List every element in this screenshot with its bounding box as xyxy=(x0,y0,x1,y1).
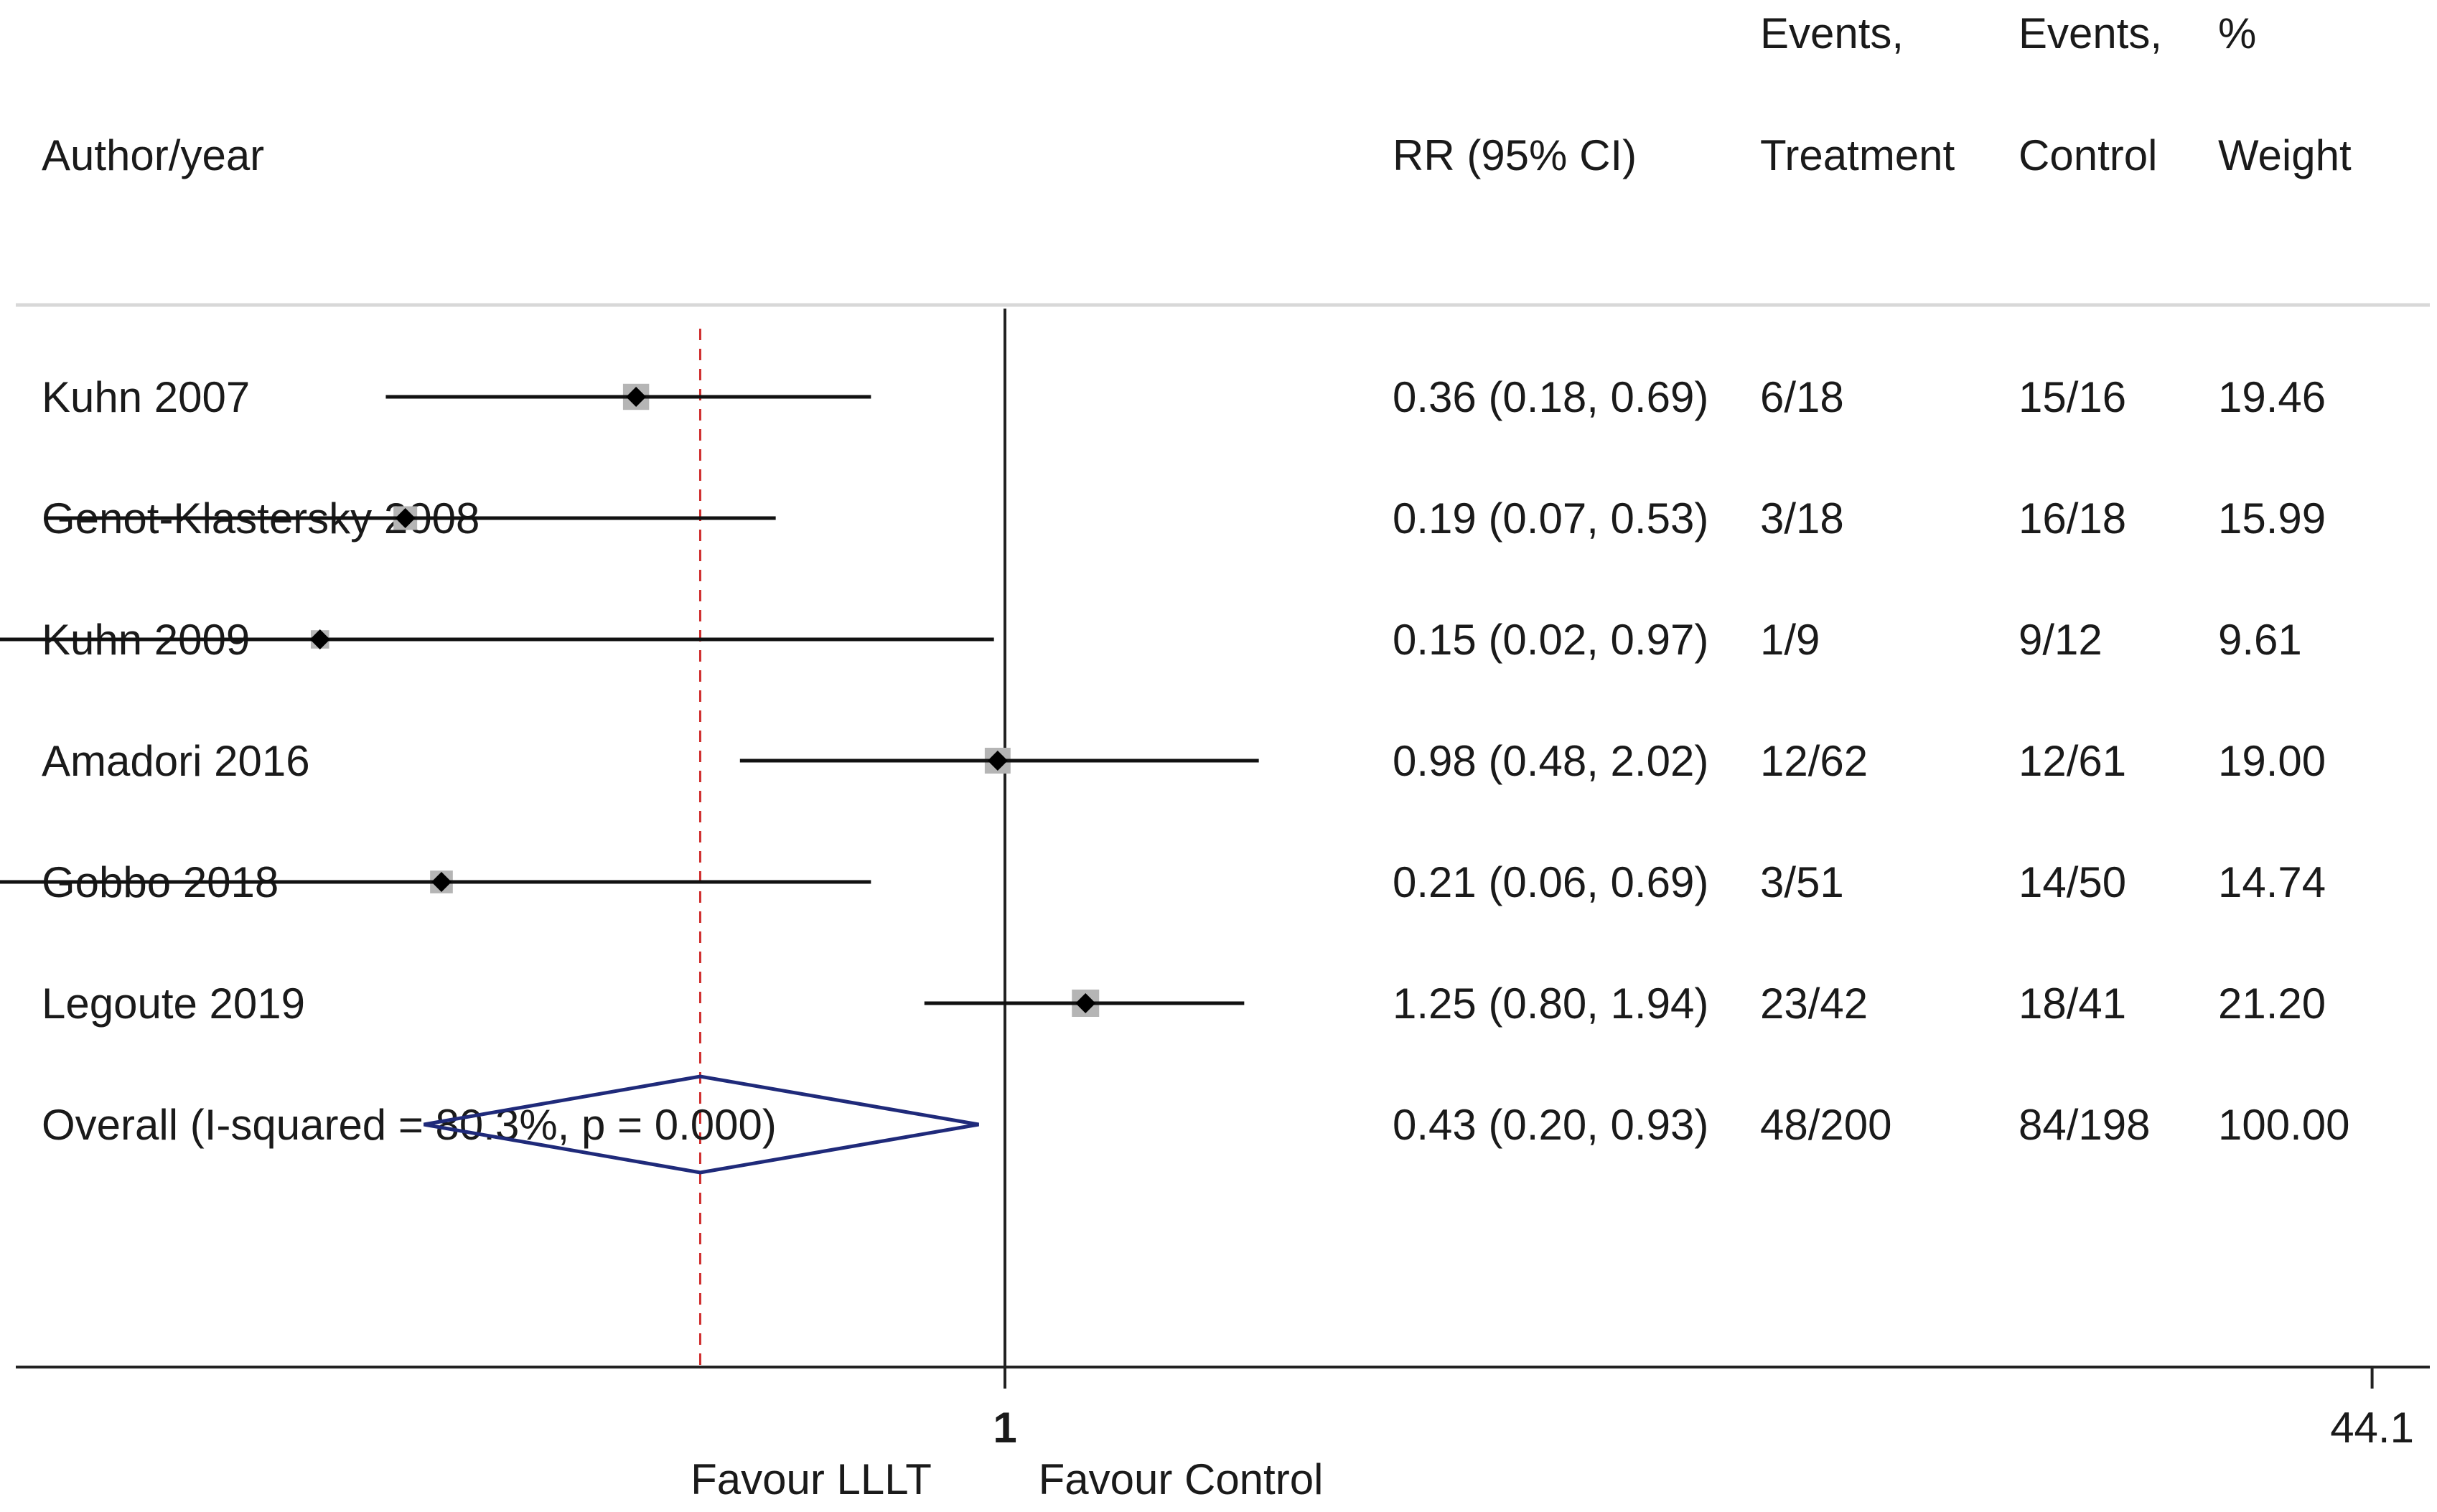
x-tick-label: 44.1 xyxy=(2330,1404,2414,1452)
treatment-events: 6/18 xyxy=(1760,373,1844,421)
x-label-left: Favour LLLT xyxy=(691,1455,932,1503)
control-events: 16/18 xyxy=(2019,494,2126,543)
header-treatment-line1: Events, xyxy=(1760,9,1904,57)
overall-control-events: 84/198 xyxy=(2019,1101,2151,1149)
point-estimate xyxy=(626,387,647,407)
treatment-events: 12/62 xyxy=(1760,737,1868,785)
effect-size-text: 0.21 (0.06, 0.69) xyxy=(1393,858,1708,906)
control-events: 9/12 xyxy=(2019,616,2102,664)
weight-percent: 15.99 xyxy=(2218,494,2326,543)
study-name: Amadori 2016 xyxy=(42,737,310,785)
header-effect: RR (95% CI) xyxy=(1393,131,1637,179)
weight-percent: 21.20 xyxy=(2218,980,2326,1028)
overall-treatment-events: 48/200 xyxy=(1760,1101,1892,1149)
treatment-events: 3/51 xyxy=(1760,858,1844,906)
effect-size-text: 0.36 (0.18, 0.69) xyxy=(1393,373,1708,421)
weight-percent: 19.46 xyxy=(2218,373,2326,421)
overall-row: Overall (I-squared = 80.3%, p = 0.000) 0.… xyxy=(42,1074,2350,1175)
study-row: Kuhn 2007 0.36 (0.18, 0.69) 6/18 15/16 19.46 xyxy=(42,373,2326,421)
study-row: Legoute 2019 1.25 (0.80, 1.94) 23/42 18/41 2… xyxy=(42,980,2326,1028)
table-header: Author/year RR (95% CI) Events, Treatmen… xyxy=(42,9,2352,179)
header-study: Author/year xyxy=(42,131,264,179)
control-events: 12/61 xyxy=(2019,737,2126,785)
study-row: Amadori 2016 0.98 (0.48, 2.02) 12/62 12/61 1… xyxy=(42,737,2326,785)
point-estimate xyxy=(395,508,416,528)
weight-percent: 9.61 xyxy=(2218,616,2302,664)
overall-diamond xyxy=(424,1074,979,1175)
point-estimate xyxy=(431,872,452,892)
point-estimate xyxy=(987,751,1008,771)
point-estimate xyxy=(1075,993,1096,1013)
study-name: Legoute 2019 xyxy=(42,980,305,1028)
x-tick-label: 1 xyxy=(993,1404,1016,1452)
weight-percent: 19.00 xyxy=(2218,737,2326,785)
header-weight-line2: Weight xyxy=(2218,131,2352,179)
study-name: Kuhn 2007 xyxy=(42,373,250,421)
header-weight-line1: % xyxy=(2218,9,2256,57)
effect-size-text: 0.98 (0.48, 2.02) xyxy=(1393,737,1708,785)
effect-size-text: 1.25 (0.80, 1.94) xyxy=(1393,980,1708,1028)
overall-weight: 100.00 xyxy=(2218,1101,2350,1149)
control-events: 15/16 xyxy=(2019,373,2126,421)
point-estimate xyxy=(309,629,330,649)
study-row: Genot-Klastersky 2008 0.19 (0.07, 0.53) 3/… xyxy=(42,494,2326,543)
weight-percent: 14.74 xyxy=(2218,858,2326,906)
overall-name: Overall (I-squared = 80.3%, p = 0.000) xyxy=(42,1101,777,1149)
control-events: 18/41 xyxy=(2019,980,2126,1028)
control-events: 14/50 xyxy=(2019,858,2126,906)
effect-size-text: 0.19 (0.07, 0.53) xyxy=(1393,494,1708,543)
study-rows: Kuhn 2007 0.36 (0.18, 0.69) 6/18 15/16 19.46… xyxy=(0,373,2326,1028)
treatment-events: 1/9 xyxy=(1760,616,1820,664)
x-axis-ticks: .0227144.1 xyxy=(993,1367,2414,1452)
x-label-right: Favour Control xyxy=(1039,1455,1324,1503)
header-control-line1: Events, xyxy=(2019,9,2162,57)
treatment-events: 3/18 xyxy=(1760,494,1844,543)
overall-effect-text: 0.43 (0.20, 0.93) xyxy=(1393,1101,1708,1149)
header-control-line2: Control xyxy=(2019,131,2157,179)
header-treatment-line2: Treatment xyxy=(1760,131,1955,179)
study-row: Gobbo 2018 0.21 (0.06, 0.69) 3/51 14/50 14.7… xyxy=(0,858,2326,906)
treatment-events: 23/42 xyxy=(1760,980,1868,1028)
study-row: Kuhn 2009 0.15 (0.02, 0.97) 1/9 9/12 9.61 xyxy=(0,616,2302,664)
effect-size-text: 0.15 (0.02, 0.97) xyxy=(1393,616,1708,664)
